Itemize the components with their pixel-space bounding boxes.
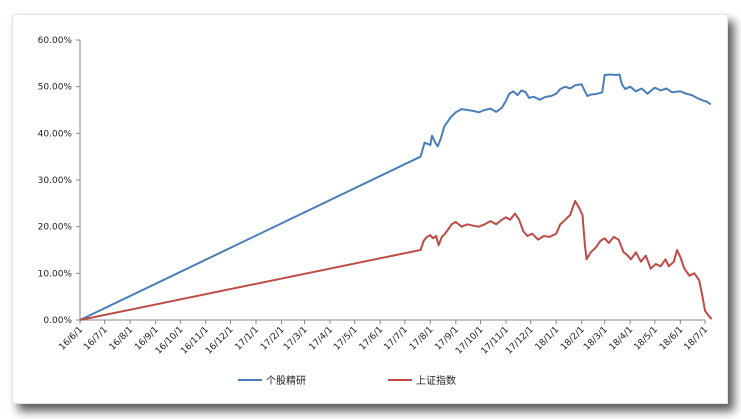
y-axis-ticks: 0.00% 10.00% 20.00% 30.00% 40.00% 50.00% 60.00…	[38, 36, 80, 326]
legend-label-2: 上证指数	[416, 374, 456, 387]
legend: 个股精研 上证指数	[238, 374, 456, 387]
x-tick-label: 17/7/1	[382, 325, 410, 353]
x-tick-label: 17/4/1	[308, 325, 336, 353]
x-tick-label: 16/7/1	[82, 325, 110, 353]
x-tick-label: 17/6/1	[358, 325, 386, 353]
x-tick-label: 17/1/1	[234, 325, 262, 353]
y-tick-label: 0.00%	[43, 316, 72, 326]
x-tick-label: 18/6/1	[658, 325, 686, 353]
legend-label-1: 个股精研	[266, 374, 306, 387]
chart-frame	[12, 14, 728, 404]
x-tick-label: 16/8/1	[108, 325, 136, 353]
y-tick-label: 10.00%	[38, 269, 73, 279]
x-tick-label: 17/3/1	[282, 325, 310, 353]
x-tick-label: 18/1/1	[534, 325, 562, 353]
series-line-1	[79, 73, 712, 321]
series-lines	[79, 73, 713, 321]
y-tick-label: 50.00%	[38, 83, 73, 93]
x-tick-label: 18/3/1	[582, 325, 610, 353]
x-tick-label: 16/12/1	[204, 325, 236, 357]
y-tick-label: 40.00%	[38, 129, 73, 139]
x-tick-label: 17/5/1	[332, 325, 360, 353]
x-tick-label: 18/5/1	[632, 325, 660, 353]
x-tick-label: 17/12/1	[504, 325, 536, 357]
y-tick-label: 30.00%	[38, 176, 73, 186]
x-tick-label: 16/6/1	[58, 325, 86, 353]
x-tick-label: 18/2/1	[559, 325, 587, 353]
axes	[79, 40, 705, 321]
y-tick-label: 60.00%	[38, 36, 73, 46]
x-tick-label: 18/4/1	[608, 325, 636, 353]
x-tick-label: 18/7/1	[683, 325, 711, 353]
x-tick-label: 17/2/1	[259, 325, 287, 353]
y-tick-label: 20.00%	[38, 223, 73, 233]
x-axis-ticks: 16/6/116/7/116/8/116/9/116/10/116/11/116…	[58, 320, 711, 357]
x-tick-label: 17/8/1	[408, 325, 436, 353]
series-line-2	[79, 200, 713, 321]
